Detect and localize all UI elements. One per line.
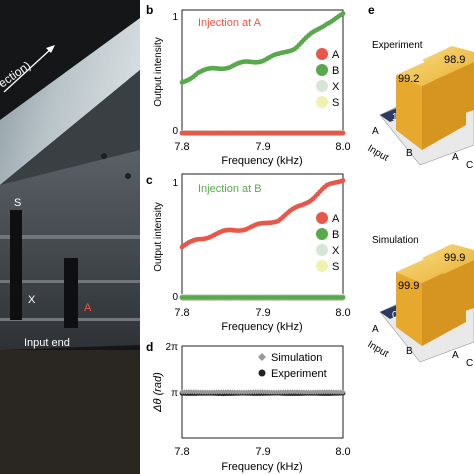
x-tick-label: 7.8 (174, 307, 189, 319)
x-tick-label: 7.9 (255, 141, 270, 153)
legend-label-experiment: Experiment (271, 368, 327, 380)
y-tick-label: 1 (172, 178, 178, 189)
x-tick-label: 7.9 (255, 446, 270, 458)
legend-marker-a (316, 212, 328, 224)
panel-letter-d: d (146, 340, 153, 354)
panel-c-marks (179, 178, 346, 301)
legend: Simulation Experiment (258, 352, 327, 380)
legend-marker-a (316, 48, 328, 60)
bar-value-label: 99.2 (398, 73, 419, 85)
bar-c (422, 46, 474, 120)
bars-title: Experiment (372, 40, 423, 51)
bar-category-label: A (372, 324, 379, 335)
legend-label-b: B (332, 65, 339, 77)
bar-category-label: C (466, 160, 473, 171)
input-axis-label: Input (366, 339, 391, 360)
y-tick-label: 0 (172, 292, 178, 303)
input-end-label: Input end (24, 337, 70, 349)
panel-e-simulation-bars: Simulation 0.02 99.9 99.9 A B A C Input (366, 235, 474, 369)
legend-label-simulation: Simulation (271, 352, 322, 364)
bar-category-label: C (466, 358, 473, 369)
bar-value-label: 99.9 (444, 252, 465, 264)
legend-label-a: A (332, 49, 340, 61)
y-tick-label: 0 (172, 126, 178, 137)
panel-letter-e: e (368, 3, 375, 17)
annotation-injection-b: Injection at B (198, 183, 262, 195)
legend-marker-x (316, 80, 328, 92)
legend: A B X S (316, 212, 340, 273)
data-point-b (340, 295, 346, 300)
bar-category-label: A (452, 152, 459, 163)
x-axis-label: Frequency (kHz) (221, 321, 302, 333)
annotation-injection-a: Injection at A (198, 17, 262, 29)
x-tick-label: 7.9 (255, 307, 270, 319)
y-axis-label: Output intensity (153, 37, 164, 106)
panel-letter-b: b (146, 3, 153, 17)
bar-category-label: A (452, 350, 459, 361)
y-tick-label: 1 (172, 12, 178, 23)
legend-label-s: S (332, 97, 339, 109)
panel-b-marks (179, 11, 346, 136)
y-axis-label: Δθ (rad) (152, 372, 164, 413)
port-label-s: S (14, 197, 21, 209)
legend-marker-s (316, 260, 328, 272)
x-tick-label: 8.0 (335, 141, 350, 153)
waveguide-photo: ection) S X A Input end (0, 0, 140, 474)
x-axis-label: Frequency (kHz) (221, 155, 302, 167)
x-tick-label: 8.0 (335, 307, 350, 319)
bars-title: Simulation (372, 235, 419, 246)
bar-c (422, 244, 474, 318)
data-point-a (340, 178, 346, 183)
panel-d-marks (179, 389, 346, 397)
x-tick-label: 8.0 (335, 446, 350, 458)
bar-category-label: B (406, 148, 413, 159)
legend-label-x: X (332, 245, 340, 257)
legend-marker-simulation (258, 353, 266, 361)
data-point-b (340, 11, 346, 16)
y-tick-label: π (171, 388, 178, 399)
legend-marker-s (316, 96, 328, 108)
legend-label-x: X (332, 81, 340, 93)
input-axis-label: Input (366, 143, 391, 164)
panel-c-chart: Injection at B Output intensity Frequenc… (153, 173, 351, 333)
bar-value-label: 99.9 (398, 280, 419, 292)
bar-category-label: B (406, 346, 413, 357)
port-label-a: A (84, 302, 92, 314)
data-point-a (340, 130, 346, 136)
data-point-simulation (340, 389, 346, 395)
panel-d-chart: Δθ (rad) Frequency (kHz) 2π π 7.8 7.9 8.… (152, 342, 351, 473)
legend-marker-b (316, 64, 328, 76)
panel-letter-c: c (146, 173, 153, 187)
x-tick-label: 7.8 (174, 141, 189, 153)
legend-label-b: B (332, 229, 339, 241)
legend-marker-b (316, 228, 328, 240)
panel-b-chart: Injection at A Output intensity Frequenc… (153, 9, 351, 167)
y-tick-label: 2π (166, 342, 179, 353)
x-axis-label: Frequency (kHz) (221, 461, 302, 473)
port-label-x: X (28, 294, 36, 306)
legend-marker-experiment (258, 369, 266, 377)
legend-label-a: A (332, 213, 340, 225)
legend-label-s: S (332, 261, 339, 273)
x-tick-label: 7.8 (174, 446, 189, 458)
y-axis-label: Output intensity (153, 202, 164, 271)
panel-e-experiment-bars: Experiment 1.00 99.2 98.9 A B A C Input (366, 40, 474, 171)
legend-marker-x (316, 244, 328, 256)
bar-category-label: A (372, 126, 379, 137)
legend: A B X S (316, 48, 340, 109)
bar-value-label: 98.9 (444, 54, 465, 66)
